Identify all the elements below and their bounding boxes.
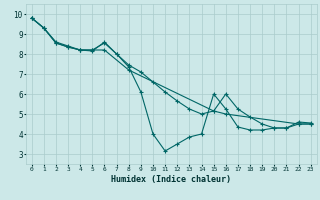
X-axis label: Humidex (Indice chaleur): Humidex (Indice chaleur) bbox=[111, 175, 231, 184]
